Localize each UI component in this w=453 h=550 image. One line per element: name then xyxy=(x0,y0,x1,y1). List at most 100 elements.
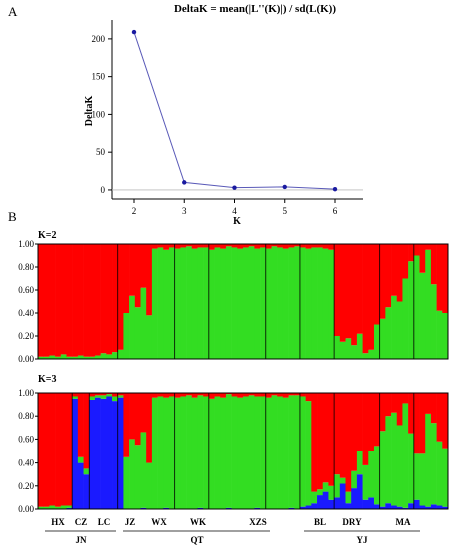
pop-label-hx: HX xyxy=(51,517,65,527)
deltak-y-ticks: 0 50 100 150 200 xyxy=(92,34,112,195)
structure-bar-segment xyxy=(391,244,398,296)
structure-bar-segment xyxy=(436,505,443,509)
structure-bar-segment xyxy=(38,393,44,507)
structure-bar-segment xyxy=(260,244,267,248)
structure-bar-segment xyxy=(282,397,289,509)
structure-bar-segment xyxy=(322,248,329,359)
structure-bar-segment xyxy=(112,396,119,402)
structure-bar-segment xyxy=(186,244,193,247)
structure-bar-segment xyxy=(271,395,278,509)
structure-bar-segment xyxy=(373,446,380,505)
structure-bar-segment xyxy=(174,393,181,398)
structure-y-tick-label: 0.60 xyxy=(18,434,34,444)
structure-bar-segment xyxy=(442,448,449,507)
structure-bar-segment xyxy=(151,397,158,509)
structure-bar-segment xyxy=(43,244,50,357)
structure-bar-segment xyxy=(203,393,210,397)
structure-y-tick-label: 0.40 xyxy=(18,458,34,468)
structure-bar-segment xyxy=(49,505,56,509)
structure-bar-segment xyxy=(271,246,278,359)
structure-bar-segment xyxy=(89,244,96,357)
structure-bar-segment xyxy=(100,353,107,359)
deltak-x-ticks: 2 3 4 5 6 xyxy=(132,199,338,216)
structure-bar-segment xyxy=(334,474,341,498)
structure-bar-segment xyxy=(334,244,341,336)
structure-bar-segment xyxy=(134,445,141,509)
structure-bar-segment xyxy=(322,482,329,492)
deltak-point xyxy=(131,29,137,35)
deltak-points xyxy=(131,29,338,192)
structure-bar-segment xyxy=(72,396,79,399)
structure-bar-segment xyxy=(362,244,369,354)
structure-bar-segment xyxy=(345,491,352,504)
structure-bar-segment xyxy=(311,244,318,248)
structure-bar-segment xyxy=(368,349,375,359)
structure-bar-segment xyxy=(391,295,398,359)
structure-bar-segment xyxy=(345,393,352,492)
structure-bar-segment xyxy=(368,244,375,350)
structure-bar-segment xyxy=(106,244,113,355)
structure-bar-segment xyxy=(191,397,198,509)
structure-bar-segment xyxy=(134,244,141,308)
structure-bar-segment xyxy=(265,393,272,398)
structure-bar-segment xyxy=(43,356,50,359)
structure-bar-segment xyxy=(328,485,335,500)
structure-bar-segment xyxy=(134,307,141,359)
structure-bar-segment xyxy=(299,506,306,509)
structure-bar-segment xyxy=(413,393,420,454)
structure-bar-segment xyxy=(442,313,449,359)
structure-bar-segment xyxy=(163,244,170,250)
structure-bar-segment xyxy=(243,393,249,397)
structure-bar-segment xyxy=(265,244,272,249)
structure-bar-segment xyxy=(140,432,147,508)
structure-bar-segment xyxy=(408,244,415,262)
structure-bar-segment xyxy=(254,396,261,508)
structure-bar-segment xyxy=(208,249,215,359)
structure-bar-segment xyxy=(362,393,369,465)
structure-bar-segment xyxy=(317,247,324,359)
structure-bar-segment xyxy=(140,244,147,288)
structure-bar-segment xyxy=(265,248,272,359)
structure-bar-segment xyxy=(146,393,153,463)
structure-bar-segment xyxy=(214,396,221,509)
structure-bar-segment xyxy=(419,244,426,273)
structure-bar-segment xyxy=(408,261,415,359)
structure-bar-segment xyxy=(288,244,295,248)
deltak-point xyxy=(182,180,187,185)
structure-bar-segment xyxy=(191,393,198,398)
structure-bar-segment xyxy=(231,393,238,397)
panel-a-label: A xyxy=(8,4,18,19)
structure-bar-segment xyxy=(197,247,204,359)
structure-bar-segment xyxy=(436,310,443,359)
structure-y-tick-label: 1.00 xyxy=(18,239,34,249)
structure-bar-segment xyxy=(151,244,158,249)
structure-bar-segment xyxy=(225,244,232,247)
structure-bar-segment xyxy=(288,507,295,509)
deltak-x-tick-label: 4 xyxy=(232,206,237,216)
structure-bar-segment xyxy=(214,247,221,359)
structure-bar-segment xyxy=(282,248,289,359)
structure-bar-segment xyxy=(317,393,324,490)
structure-bar-segment xyxy=(174,244,181,249)
structure-bar-segment xyxy=(129,244,136,296)
structure-bar-segment xyxy=(430,284,437,359)
structure-bar-segment xyxy=(208,244,215,250)
structure-bar-segment xyxy=(277,396,284,509)
structure-bar-segment xyxy=(368,451,375,498)
structure-bar-segment xyxy=(391,505,398,509)
structure-bar-segment xyxy=(168,396,175,509)
structure-bar-segment xyxy=(373,504,380,509)
structure-bar-segment xyxy=(83,356,90,359)
deltak-y-label: DeltaK xyxy=(84,96,95,127)
structure-y-tick-label: 0.20 xyxy=(18,481,34,491)
structure-bar-segment xyxy=(402,244,409,279)
structure-bar-segment xyxy=(294,393,301,396)
structure-bar-segment xyxy=(373,393,380,447)
structure-bar-segment xyxy=(356,451,363,475)
structure-bar-segment xyxy=(436,441,443,506)
structure-bar-segment xyxy=(197,395,204,508)
structure-bar-segment xyxy=(112,352,119,359)
deltak-x-tick-label: 3 xyxy=(182,206,187,216)
structure-bar-segment xyxy=(373,244,380,325)
structure-bar-segment xyxy=(72,393,79,397)
